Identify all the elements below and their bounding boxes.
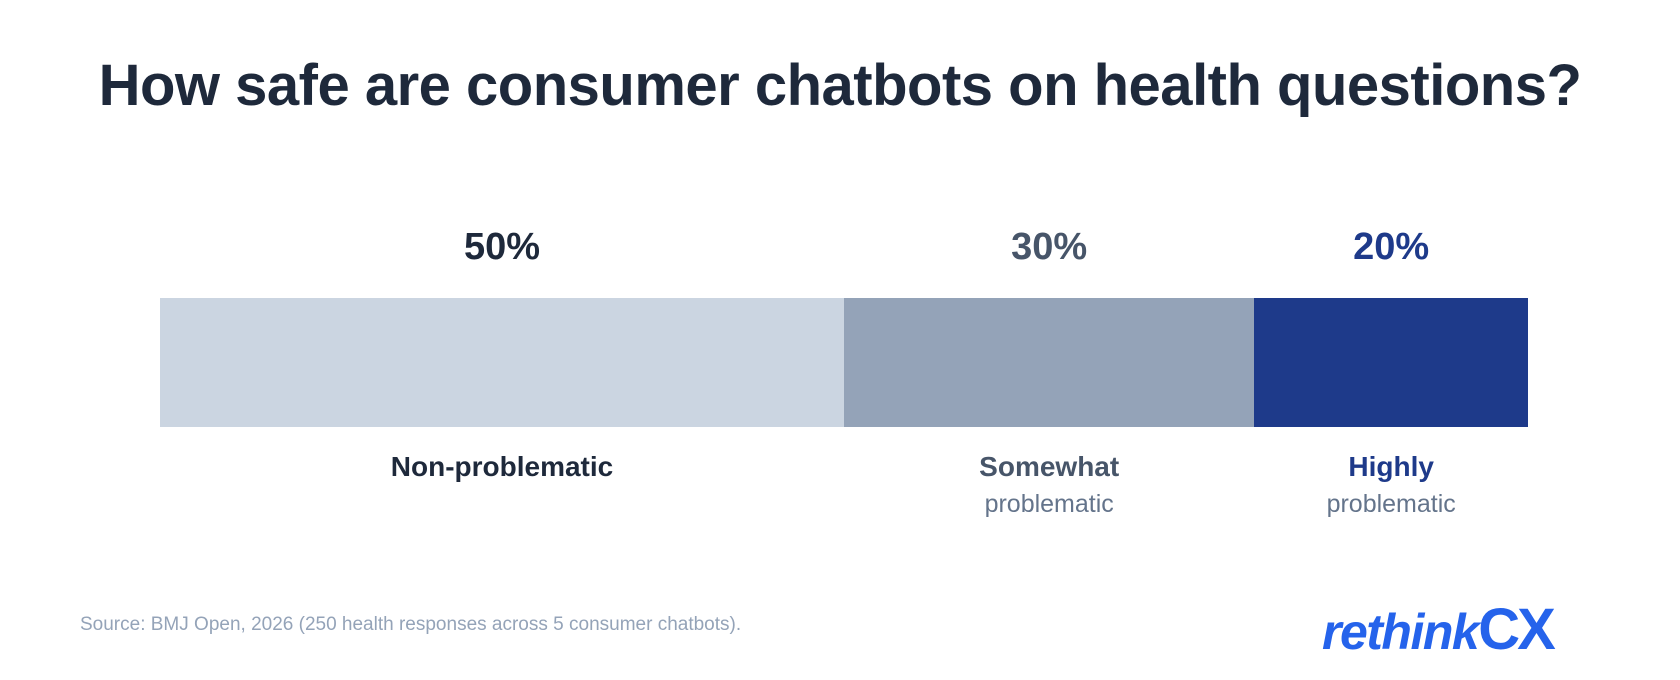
value-label: 30%: [1011, 226, 1088, 268]
bar-segment: [1254, 298, 1529, 427]
category-label-main: Non-problematic: [390, 451, 614, 482]
category-label: Somewhat problematic: [869, 448, 1229, 522]
category-label-sub: problematic: [984, 490, 1114, 518]
category-label: Highly problematic: [1211, 448, 1571, 522]
bar-segment: [844, 298, 1255, 427]
source-note: Source: BMJ Open, 2026 (250 health respo…: [80, 614, 742, 635]
category-label-main: Somewhat: [979, 451, 1120, 482]
value-label: 20%: [1353, 226, 1430, 268]
logo-text-accent: CX: [1478, 597, 1556, 662]
value-label: 50%: [463, 226, 541, 268]
chart-title: How safe are consumer chatbots on health…: [98, 53, 1582, 118]
category-label-sub: problematic: [1326, 490, 1456, 518]
logo-text-main: rethink: [1322, 604, 1480, 660]
category-label: Non-problematic: [322, 448, 682, 486]
bar-segment: [160, 298, 844, 427]
category-label-main: Highly: [1348, 451, 1434, 482]
rethinkcx-logo: rethinkCX: [1322, 596, 1556, 663]
